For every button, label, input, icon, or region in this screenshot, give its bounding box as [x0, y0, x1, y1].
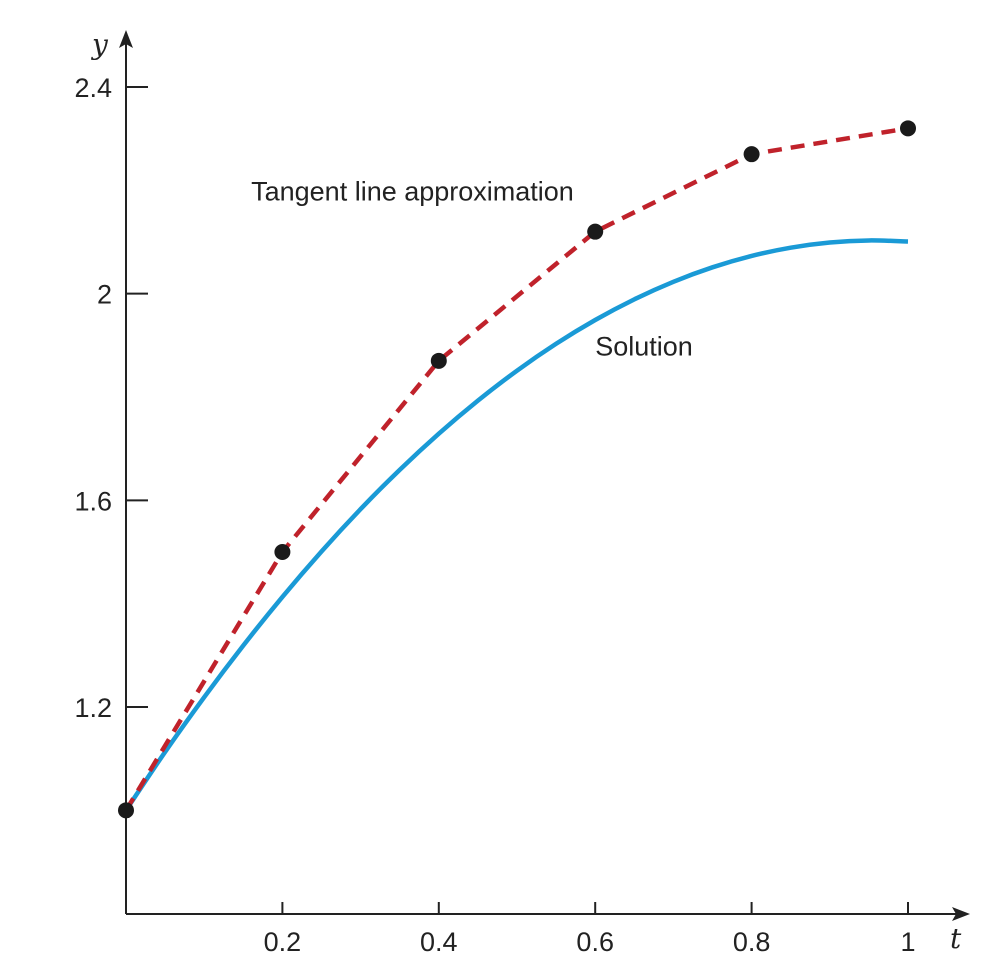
x-tick-label: 0.4 — [420, 927, 458, 957]
y-tick-label: 1.2 — [74, 693, 112, 723]
y-axis-label: y — [90, 28, 109, 61]
x-tick-label: 0.2 — [264, 927, 302, 957]
x-tick-label: 1 — [900, 927, 915, 957]
annotation-tangent-line-approximation: Tangent line approximation — [251, 176, 574, 206]
x-tick-label: 0.6 — [576, 927, 614, 957]
x-tick-label: 0.8 — [733, 927, 771, 957]
y-axis-arrow — [119, 30, 133, 48]
series-solution-line — [124, 238, 909, 812]
data-point — [743, 146, 760, 163]
y-tick-label: 1.6 — [74, 486, 112, 516]
x-axis-label: t — [950, 922, 962, 955]
x-axis-arrow — [952, 907, 970, 921]
data-point — [430, 352, 447, 369]
annotation-solution: Solution — [595, 331, 693, 361]
y-tick-label: 2 — [97, 280, 112, 310]
annotation-layer: Tangent line approximation Solution — [251, 176, 693, 361]
series-layer — [118, 120, 916, 819]
y-tick-label: 2.4 — [74, 73, 112, 103]
data-point — [274, 544, 291, 560]
data-point — [587, 223, 604, 240]
series-tangent-line-approximation-line — [124, 126, 909, 812]
axes: t y 0.2 0.4 0.6 0.8 1 1.2 1.6 2 2.4 — [74, 28, 970, 957]
data-point — [900, 120, 916, 137]
data-point — [118, 802, 134, 819]
